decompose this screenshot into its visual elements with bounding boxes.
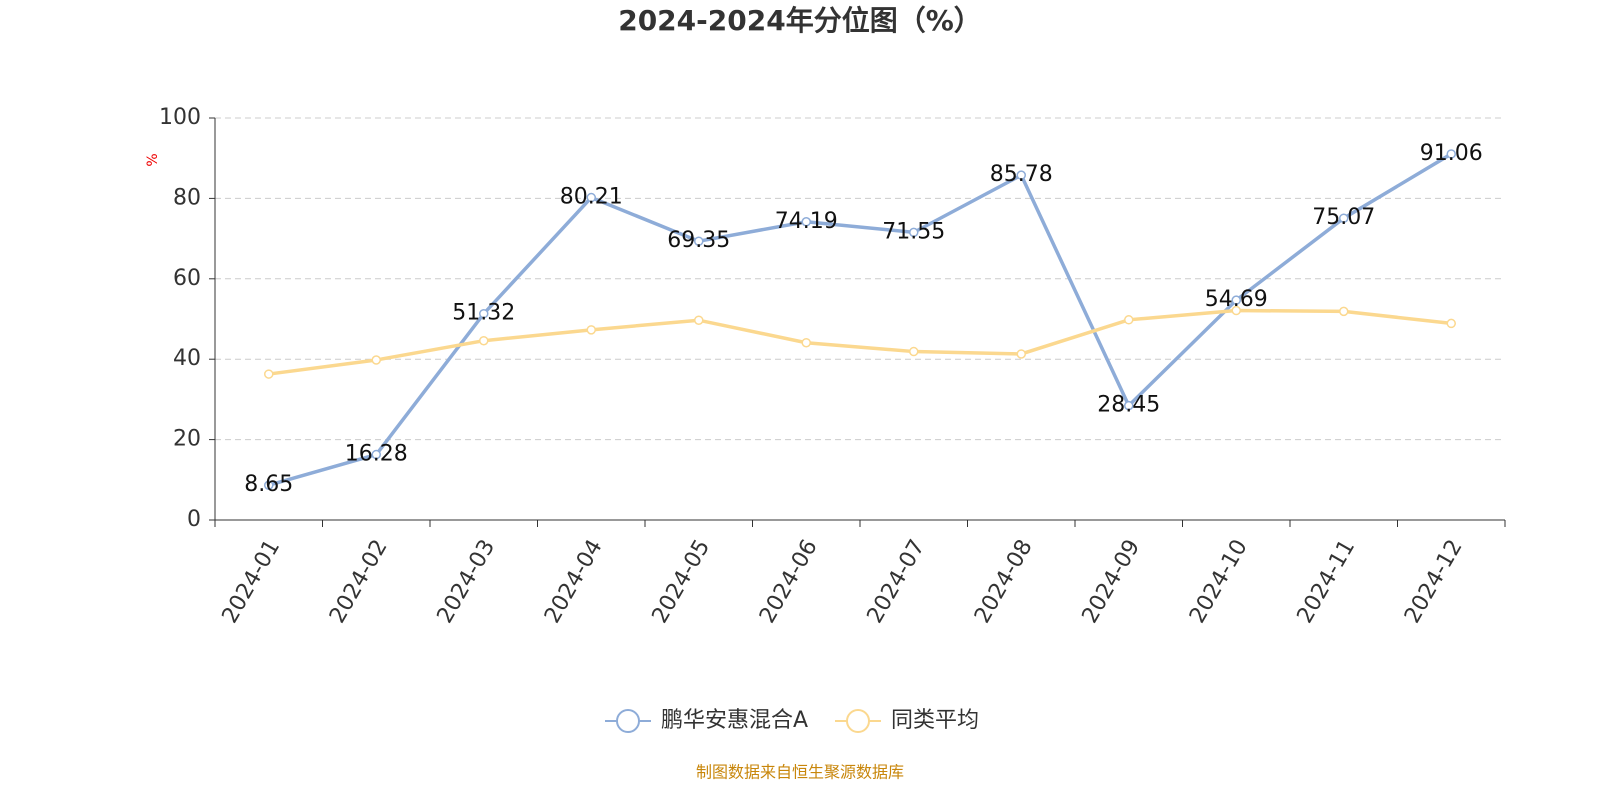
data-point <box>1446 318 1456 329</box>
legend-marker <box>846 709 870 733</box>
x-tick-label: 2024-12 <box>1400 536 1468 628</box>
x-tick-label: 2024-03 <box>433 536 501 628</box>
source-note: 制图数据来自恒生聚源数据库 <box>696 763 904 782</box>
legend-marker <box>616 709 640 733</box>
series-line <box>268 152 1453 487</box>
data-point <box>586 325 596 335</box>
chart-title: 2024-2024年分位图（%） <box>618 4 982 37</box>
data-point <box>1231 305 1241 316</box>
x-tick-label: 2024-08 <box>970 536 1038 628</box>
data-point <box>1124 400 1134 411</box>
data-point <box>371 449 381 460</box>
x-tick-label: 2024-05 <box>648 536 716 628</box>
data-label: 8.65 <box>244 472 293 497</box>
data-point <box>801 337 811 348</box>
data-label: 91.06 <box>1420 141 1483 166</box>
data-label: 75.07 <box>1312 205 1375 230</box>
x-tick-label: 2024-10 <box>1185 536 1253 628</box>
data-point <box>694 315 704 325</box>
y-tick-label: 20 <box>173 427 201 452</box>
data-point <box>264 369 274 379</box>
data-point <box>1016 170 1026 180</box>
y-tick-label: 0 <box>187 507 201 532</box>
data-label: 28.45 <box>1097 393 1160 418</box>
x-tick-label: 2024-04 <box>540 536 608 628</box>
x-tick-label: 2024-02 <box>325 536 393 628</box>
data-point <box>264 480 274 490</box>
data-label: 74.19 <box>775 209 838 234</box>
y-tick-label: 80 <box>173 185 201 210</box>
x-tick-label: 2024-11 <box>1293 536 1361 628</box>
series-line <box>268 308 1452 376</box>
data-label: 69.35 <box>667 228 730 253</box>
x-tick-label: 2024-09 <box>1078 536 1146 628</box>
data-label: 85.78 <box>990 162 1053 187</box>
data-point <box>479 335 489 346</box>
data-point <box>801 217 811 227</box>
x-tick-label: 2024-01 <box>218 536 286 628</box>
data-point <box>1231 295 1241 305</box>
data-point <box>586 192 596 203</box>
data-point <box>909 227 919 238</box>
data-point <box>1339 306 1349 317</box>
legend-label: 同类平均 <box>891 708 979 733</box>
data-point <box>479 308 489 319</box>
y-tick-label: 40 <box>173 346 201 371</box>
data-point <box>694 236 704 246</box>
data-label: 51.32 <box>452 301 515 326</box>
data-label: 71.55 <box>882 219 945 244</box>
data-point <box>371 355 381 365</box>
legend-label: 鹏华安惠混合A <box>661 708 808 733</box>
y-tick-label: 100 <box>159 105 201 130</box>
data-point <box>1446 149 1456 159</box>
data-label: 80.21 <box>560 185 623 210</box>
data-point <box>909 346 919 357</box>
data-label: 54.69 <box>1205 287 1268 312</box>
data-point <box>1124 315 1134 325</box>
y-axis-label: % <box>145 153 161 166</box>
data-point <box>1339 213 1349 223</box>
x-tick-label: 2024-06 <box>755 536 823 628</box>
y-tick-label: 60 <box>173 266 201 291</box>
data-point <box>1016 349 1026 359</box>
data-label: 16.28 <box>345 442 408 467</box>
x-tick-label: 2024-07 <box>863 536 931 628</box>
